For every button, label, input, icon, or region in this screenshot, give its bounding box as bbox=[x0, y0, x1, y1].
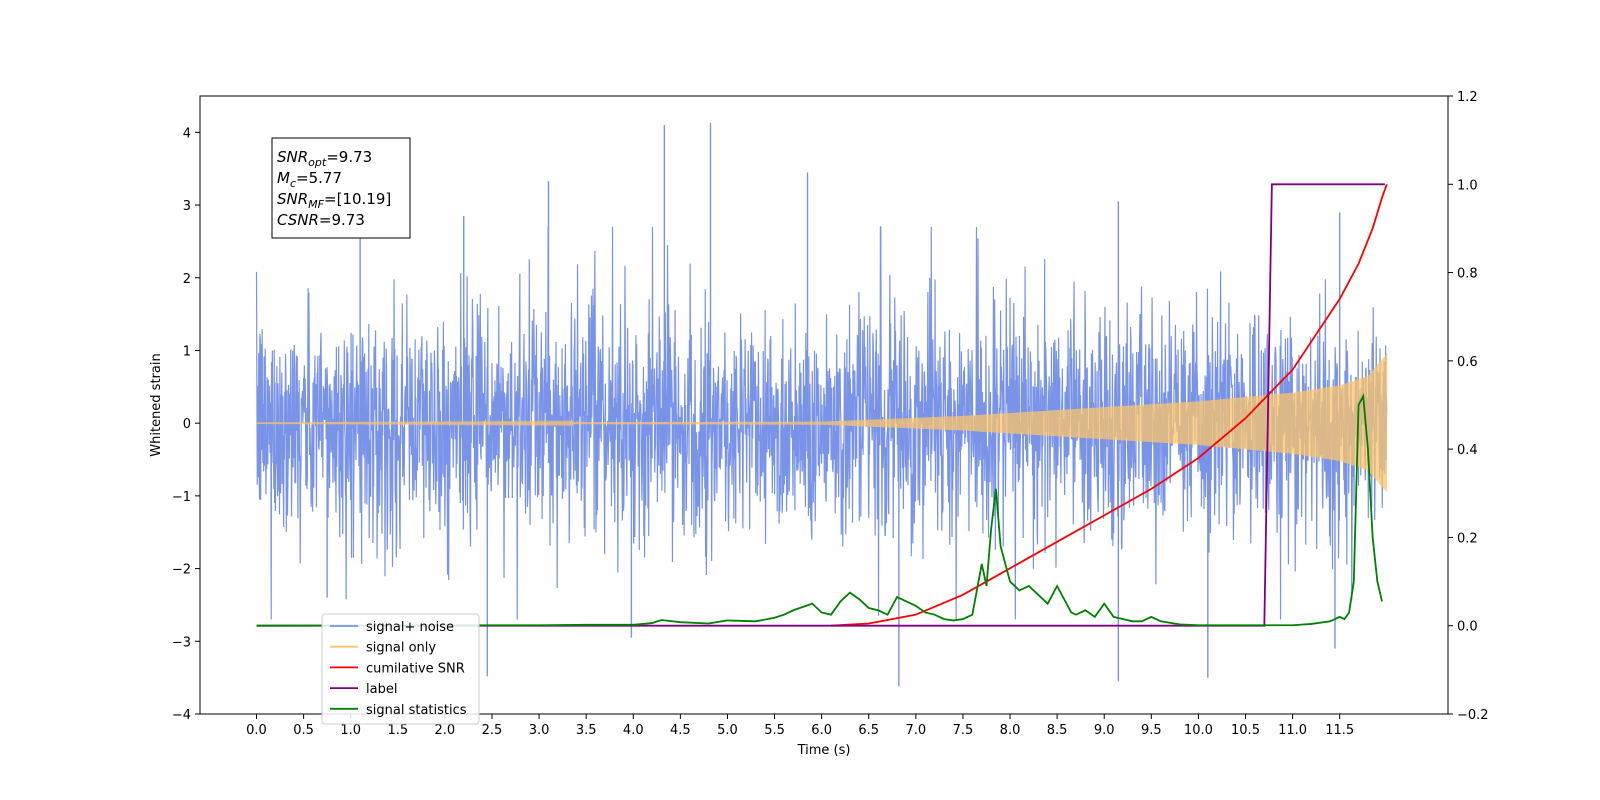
x-tick-label: 9.5 bbox=[1141, 723, 1162, 738]
plot-frame bbox=[199, 95, 1449, 715]
x-tick-label: 0.5 bbox=[293, 723, 314, 738]
y-axis-left: −4 −3 −2 −1 0 1 2 3 4 bbox=[172, 126, 200, 723]
y-right-tick-label: 0.4 bbox=[1457, 443, 1478, 458]
series-signal-statistics-line bbox=[256, 393, 1383, 627]
annotation-line: CSNR=9.73 bbox=[277, 211, 365, 229]
x-tick-label: 3.5 bbox=[576, 723, 597, 738]
y-axis-left-label: Whitened strain bbox=[149, 353, 164, 456]
x-tick-label: 9.0 bbox=[1094, 723, 1115, 738]
x-tick-label: 0.0 bbox=[246, 723, 267, 738]
x-tick-label: 8.0 bbox=[1000, 723, 1021, 738]
x-tick-label: 10.5 bbox=[1231, 723, 1260, 738]
x-tick-label: 3.0 bbox=[529, 723, 550, 738]
series-label-line bbox=[256, 183, 1385, 627]
x-tick-label: 7.5 bbox=[953, 723, 974, 738]
legend-frame bbox=[321, 613, 480, 725]
x-tick-label: 2.0 bbox=[435, 723, 456, 738]
y-right-tick-label: 0.2 bbox=[1457, 531, 1478, 546]
annotation-line: Mc=5.77 bbox=[277, 169, 342, 190]
x-tick-label: 6.0 bbox=[811, 723, 832, 738]
y-right-tick-label: 1.2 bbox=[1457, 90, 1478, 105]
y-left-tick-label: −4 bbox=[172, 708, 191, 723]
y-right-tick-label: 0.0 bbox=[1457, 620, 1478, 635]
x-tick-label: 11.5 bbox=[1325, 723, 1354, 738]
x-axis-label: Time (s) bbox=[797, 743, 851, 758]
y-right-tick-label: 1.0 bbox=[1457, 178, 1478, 193]
y-left-tick-label: 3 bbox=[183, 199, 191, 214]
legend-label: cumilative SNR bbox=[366, 661, 465, 676]
legend-label: signal+ noise bbox=[366, 620, 454, 635]
x-tick-label: 6.5 bbox=[858, 723, 879, 738]
x-tick-label: 2.5 bbox=[482, 723, 503, 738]
x-tick-label: 11.0 bbox=[1278, 723, 1307, 738]
series-cumilative-snr-line bbox=[831, 183, 1388, 627]
x-tick-label: 7.0 bbox=[905, 723, 926, 738]
plot-area bbox=[255, 122, 1388, 687]
x-tick-label: 4.0 bbox=[623, 723, 644, 738]
y-left-tick-label: −3 bbox=[172, 635, 191, 650]
x-tick-label: 5.5 bbox=[764, 723, 785, 738]
y-left-tick-label: 2 bbox=[183, 272, 191, 287]
y-left-tick-label: 0 bbox=[183, 417, 191, 432]
annotation-line: SNRMF=[10.19] bbox=[277, 190, 391, 211]
x-tick-label: 5.0 bbox=[717, 723, 738, 738]
y-left-tick-label: 4 bbox=[183, 126, 191, 141]
legend-label: label bbox=[366, 682, 397, 697]
y-right-tick-label: 0.6 bbox=[1457, 355, 1478, 370]
y-axis-right: −0.2 0.0 0.2 0.4 0.6 0.8 1.0 1.2 bbox=[1448, 90, 1489, 723]
y-left-tick-label: −1 bbox=[172, 490, 191, 505]
x-tick-label: 4.5 bbox=[670, 723, 691, 738]
series-signal-noise-line bbox=[255, 226, 1388, 620]
x-tick-label: 8.5 bbox=[1047, 723, 1068, 738]
y-right-tick-label: 0.8 bbox=[1457, 267, 1478, 282]
annotation-frame bbox=[271, 137, 411, 239]
y-right-tick-label: −0.2 bbox=[1457, 708, 1489, 723]
x-tick-label: 10.0 bbox=[1184, 723, 1213, 738]
annotation-line: SNRopt=9.73 bbox=[277, 148, 372, 169]
legend-label: signal only bbox=[366, 641, 436, 656]
legend: signal+ noise signal only cumilative SNR la… bbox=[321, 613, 480, 725]
y-left-tick-label: −2 bbox=[172, 563, 191, 578]
legend-label: signal statistics bbox=[366, 703, 467, 718]
series-signal-only-line bbox=[256, 354, 1388, 492]
x-tick-label: 1.5 bbox=[387, 723, 408, 738]
x-axis: 0.0 0.5 1.0 1.5 2.0 2.5 3.0 3.5 4.0 4.5 5.0 5.5 6.0 6… bbox=[246, 714, 1354, 738]
y-left-tick-label: 1 bbox=[183, 344, 191, 359]
x-tick-label: 1.0 bbox=[340, 723, 361, 738]
